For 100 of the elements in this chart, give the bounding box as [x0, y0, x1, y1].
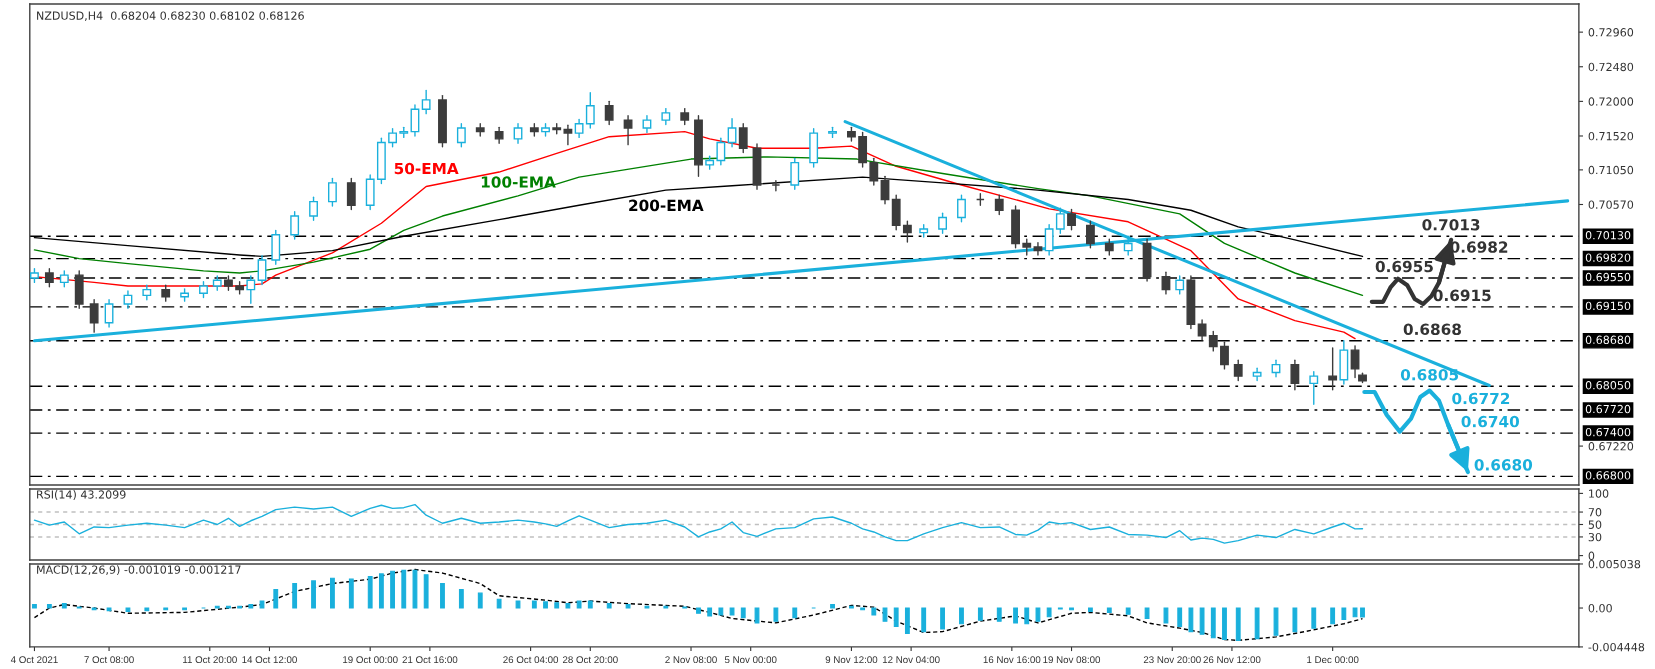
bar — [959, 607, 964, 625]
series-label: 200-EMA — [629, 199, 704, 212]
x-tick-label: 23 Nov 20:00 — [1143, 656, 1201, 664]
candlestick — [1044, 223, 1054, 256]
bar — [1273, 607, 1279, 636]
x-tick-label: 9 Nov 12:00 — [825, 656, 878, 664]
bar — [330, 577, 335, 609]
bar — [565, 603, 571, 609]
bar — [1024, 607, 1030, 625]
text: NZDUSD,H4 0.68204 0.68230 0.68102 0.68126 — [37, 11, 304, 21]
candlestick — [1290, 359, 1300, 391]
x-tick-label: 12 Nov 04:00 — [882, 656, 940, 664]
bar — [1106, 607, 1112, 613]
candlestick — [1252, 367, 1262, 382]
bar — [311, 580, 316, 609]
bar — [1292, 607, 1298, 633]
bar — [292, 582, 298, 609]
x-tick-label: 4 Oct 2021 — [10, 656, 58, 664]
bar — [1087, 607, 1093, 613]
candlestick — [1055, 207, 1065, 235]
bar — [440, 582, 445, 609]
line-series — [33, 503, 1364, 544]
candlestick — [994, 194, 1004, 216]
bar — [1013, 607, 1018, 624]
bar — [458, 589, 464, 609]
y-tick-label: -0.004448 — [1588, 642, 1645, 652]
candlestick — [585, 92, 595, 129]
candlestick — [1233, 359, 1243, 382]
y-tick-label: 0.005038 — [1588, 559, 1641, 569]
ref-line-label: 0.68050 — [1585, 381, 1631, 390]
candlestick — [574, 118, 584, 139]
y-tick-label: 0.72000 — [1588, 97, 1634, 106]
x-tick-label: 16 Nov 16:00 — [983, 656, 1041, 664]
candlestick — [738, 123, 748, 154]
bar — [1188, 607, 1194, 633]
x-tick-label: 11 Oct 20:00 — [183, 656, 237, 664]
annotation: 0.6955 — [1375, 260, 1433, 273]
bar — [893, 607, 899, 627]
line-series — [33, 156, 1364, 297]
bar — [940, 607, 946, 630]
bar — [412, 569, 418, 609]
bar — [390, 570, 395, 609]
ref-line-label: 0.69550 — [1585, 272, 1631, 282]
candlestick — [309, 196, 318, 222]
y-tick-label: 0.67220 — [1588, 442, 1634, 451]
bar — [729, 607, 735, 616]
x-tick-label: 7 Oct 08:00 — [84, 656, 134, 664]
annotation: 0.6805 — [1400, 368, 1459, 381]
candlestick — [604, 100, 614, 126]
bar — [32, 603, 37, 609]
candlestick — [246, 275, 256, 304]
x-tick-label: 14 Oct 12:00 — [242, 656, 297, 664]
ref-line-label: 0.69150 — [1585, 301, 1631, 311]
bar — [625, 603, 631, 609]
x-tick-label: 19 Nov 08:00 — [1043, 656, 1101, 664]
bar — [1341, 607, 1347, 620]
x-tick-label: 19 Oct 00:00 — [343, 656, 398, 664]
bar — [367, 575, 373, 609]
candlestick — [327, 177, 337, 207]
bar — [378, 573, 384, 609]
bar — [1199, 607, 1205, 635]
candlestick — [89, 298, 99, 333]
y-tick-label: 0.72480 — [1588, 62, 1634, 72]
bar — [1035, 607, 1041, 622]
bar — [46, 603, 52, 609]
bar — [882, 607, 888, 622]
y-tick-label: 0.71520 — [1588, 131, 1634, 141]
annotation: 0.6982 — [1450, 241, 1508, 253]
annotation: 0.6915 — [1433, 289, 1491, 302]
candlestick — [513, 123, 523, 144]
series-label: 100-EMA — [481, 176, 556, 188]
bar — [401, 569, 407, 609]
bar — [773, 607, 779, 622]
candlestick — [290, 211, 300, 240]
ref-line-label: 0.67400 — [1585, 427, 1631, 437]
candlestick — [421, 89, 431, 115]
candlestick — [346, 177, 356, 211]
bar — [830, 603, 835, 609]
y-tick-label: 0 — [1588, 551, 1595, 560]
candlestick — [1350, 345, 1360, 379]
y-tick-label: 0.72960 — [1588, 28, 1634, 37]
annotation: 0.7013 — [1422, 218, 1480, 231]
annotation: 0.6680 — [1474, 459, 1533, 471]
ref-line-label: 0.67720 — [1585, 404, 1631, 414]
x-tick-label: 28 Oct 20:00 — [562, 656, 618, 664]
bar — [921, 607, 927, 633]
x-tick-label: 26 Oct 04:00 — [503, 656, 559, 664]
candlestick — [44, 267, 54, 288]
bar — [696, 607, 701, 614]
bar — [515, 600, 521, 609]
candlestick — [388, 128, 398, 148]
x-tick-label: 1 Dec 00:00 — [1307, 656, 1359, 664]
candlestick — [880, 175, 890, 205]
y-tick-label: 30 — [1588, 532, 1602, 542]
chart-title: MACD(12,26,9) -0.001019 -0.001217 — [37, 565, 241, 576]
chart-title: RSI(14) 43.2099 — [37, 490, 126, 501]
annotation: 0.6868 — [1403, 323, 1461, 336]
bar — [1125, 607, 1131, 615]
y-tick-label: 100 — [1589, 489, 1609, 498]
bar — [754, 607, 760, 624]
